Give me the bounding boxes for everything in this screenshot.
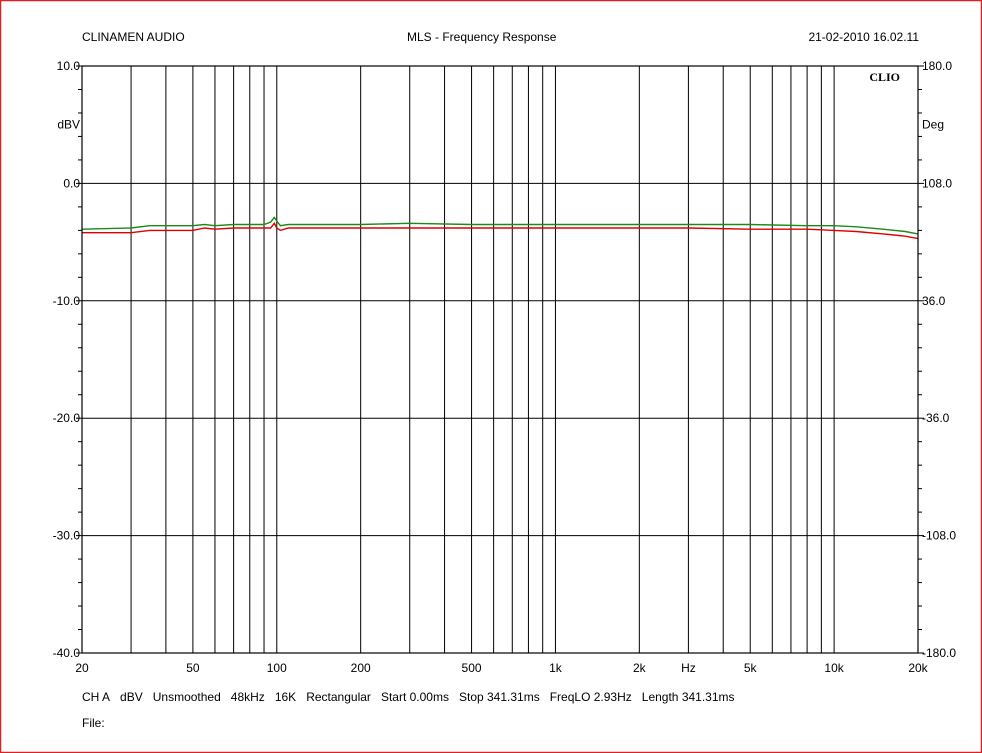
setting-smoothing: Unsmoothed xyxy=(152,690,221,704)
y-tick-label: 0.0 xyxy=(63,176,80,190)
series-line-red xyxy=(82,222,919,240)
header-timestamp: 21-02-2010 16.02.11 xyxy=(808,30,919,44)
y-tick-label: -30.0 xyxy=(53,529,81,543)
x-tick-label: 200 xyxy=(351,661,371,675)
setting-start: Start 0.00ms xyxy=(380,690,449,704)
footer-settings: CH A dBV Unsmoothed 48kHz 16K Rectangula… xyxy=(82,690,735,704)
setting-unit: dBV xyxy=(120,690,143,704)
x-tick-label: 500 xyxy=(462,661,482,675)
setting-length: Length 341.31ms xyxy=(641,690,735,704)
x-axis-unit: Hz xyxy=(681,661,696,675)
setting-window: Rectangular xyxy=(306,690,371,704)
y-tick-label: -20.0 xyxy=(53,411,81,425)
setting-stop: Stop 341.31ms xyxy=(458,690,540,704)
x-tick-label: 2k xyxy=(633,661,647,675)
y-tick-label: -10.0 xyxy=(53,294,81,308)
y2-axis-unit: Deg xyxy=(922,118,944,132)
plot-grid xyxy=(76,65,924,654)
clio-logo: CLIO xyxy=(869,70,900,84)
y-tick-label: -40.0 xyxy=(53,646,81,660)
x-tick-label: 10k xyxy=(824,661,844,675)
y2-tick-label: -36.0 xyxy=(922,411,950,425)
header-company: CLINAMEN AUDIO xyxy=(82,30,185,44)
y-tick-label: 10.0 xyxy=(57,59,81,73)
y2-tick-label: -180.0 xyxy=(922,646,956,660)
y2-tick-label: 108.0 xyxy=(922,176,952,190)
setting-size: 16K xyxy=(274,690,297,704)
series-line-green xyxy=(81,216,919,235)
setting-freqlo: FreqLO 2.93Hz xyxy=(549,690,632,704)
y-axis-unit: dBV xyxy=(57,118,80,132)
x-tick-label: 100 xyxy=(267,661,287,675)
x-tick-label: 20k xyxy=(908,661,928,675)
setting-sample-rate: 48kHz xyxy=(230,690,265,704)
footer-file-label: File: xyxy=(82,716,105,730)
setting-channel: CH A xyxy=(82,690,111,704)
header-title: MLS - Frequency Response xyxy=(407,30,557,44)
plot-series xyxy=(81,216,919,240)
axis-labels: 10.0 0.0 -10.0 -20.0 -30.0 -40.0 dBV 180.0 108.0… xyxy=(53,59,957,675)
y2-tick-label: 36.0 xyxy=(922,294,946,308)
y2-tick-label: 180.0 xyxy=(922,59,952,73)
x-tick-label: 50 xyxy=(186,661,200,675)
plot-area-border xyxy=(81,65,919,654)
x-tick-label: 20 xyxy=(75,661,89,675)
y2-tick-label: -108.0 xyxy=(922,529,956,543)
x-tick-label: 5k xyxy=(744,661,758,675)
x-tick-label: 1k xyxy=(549,661,563,675)
